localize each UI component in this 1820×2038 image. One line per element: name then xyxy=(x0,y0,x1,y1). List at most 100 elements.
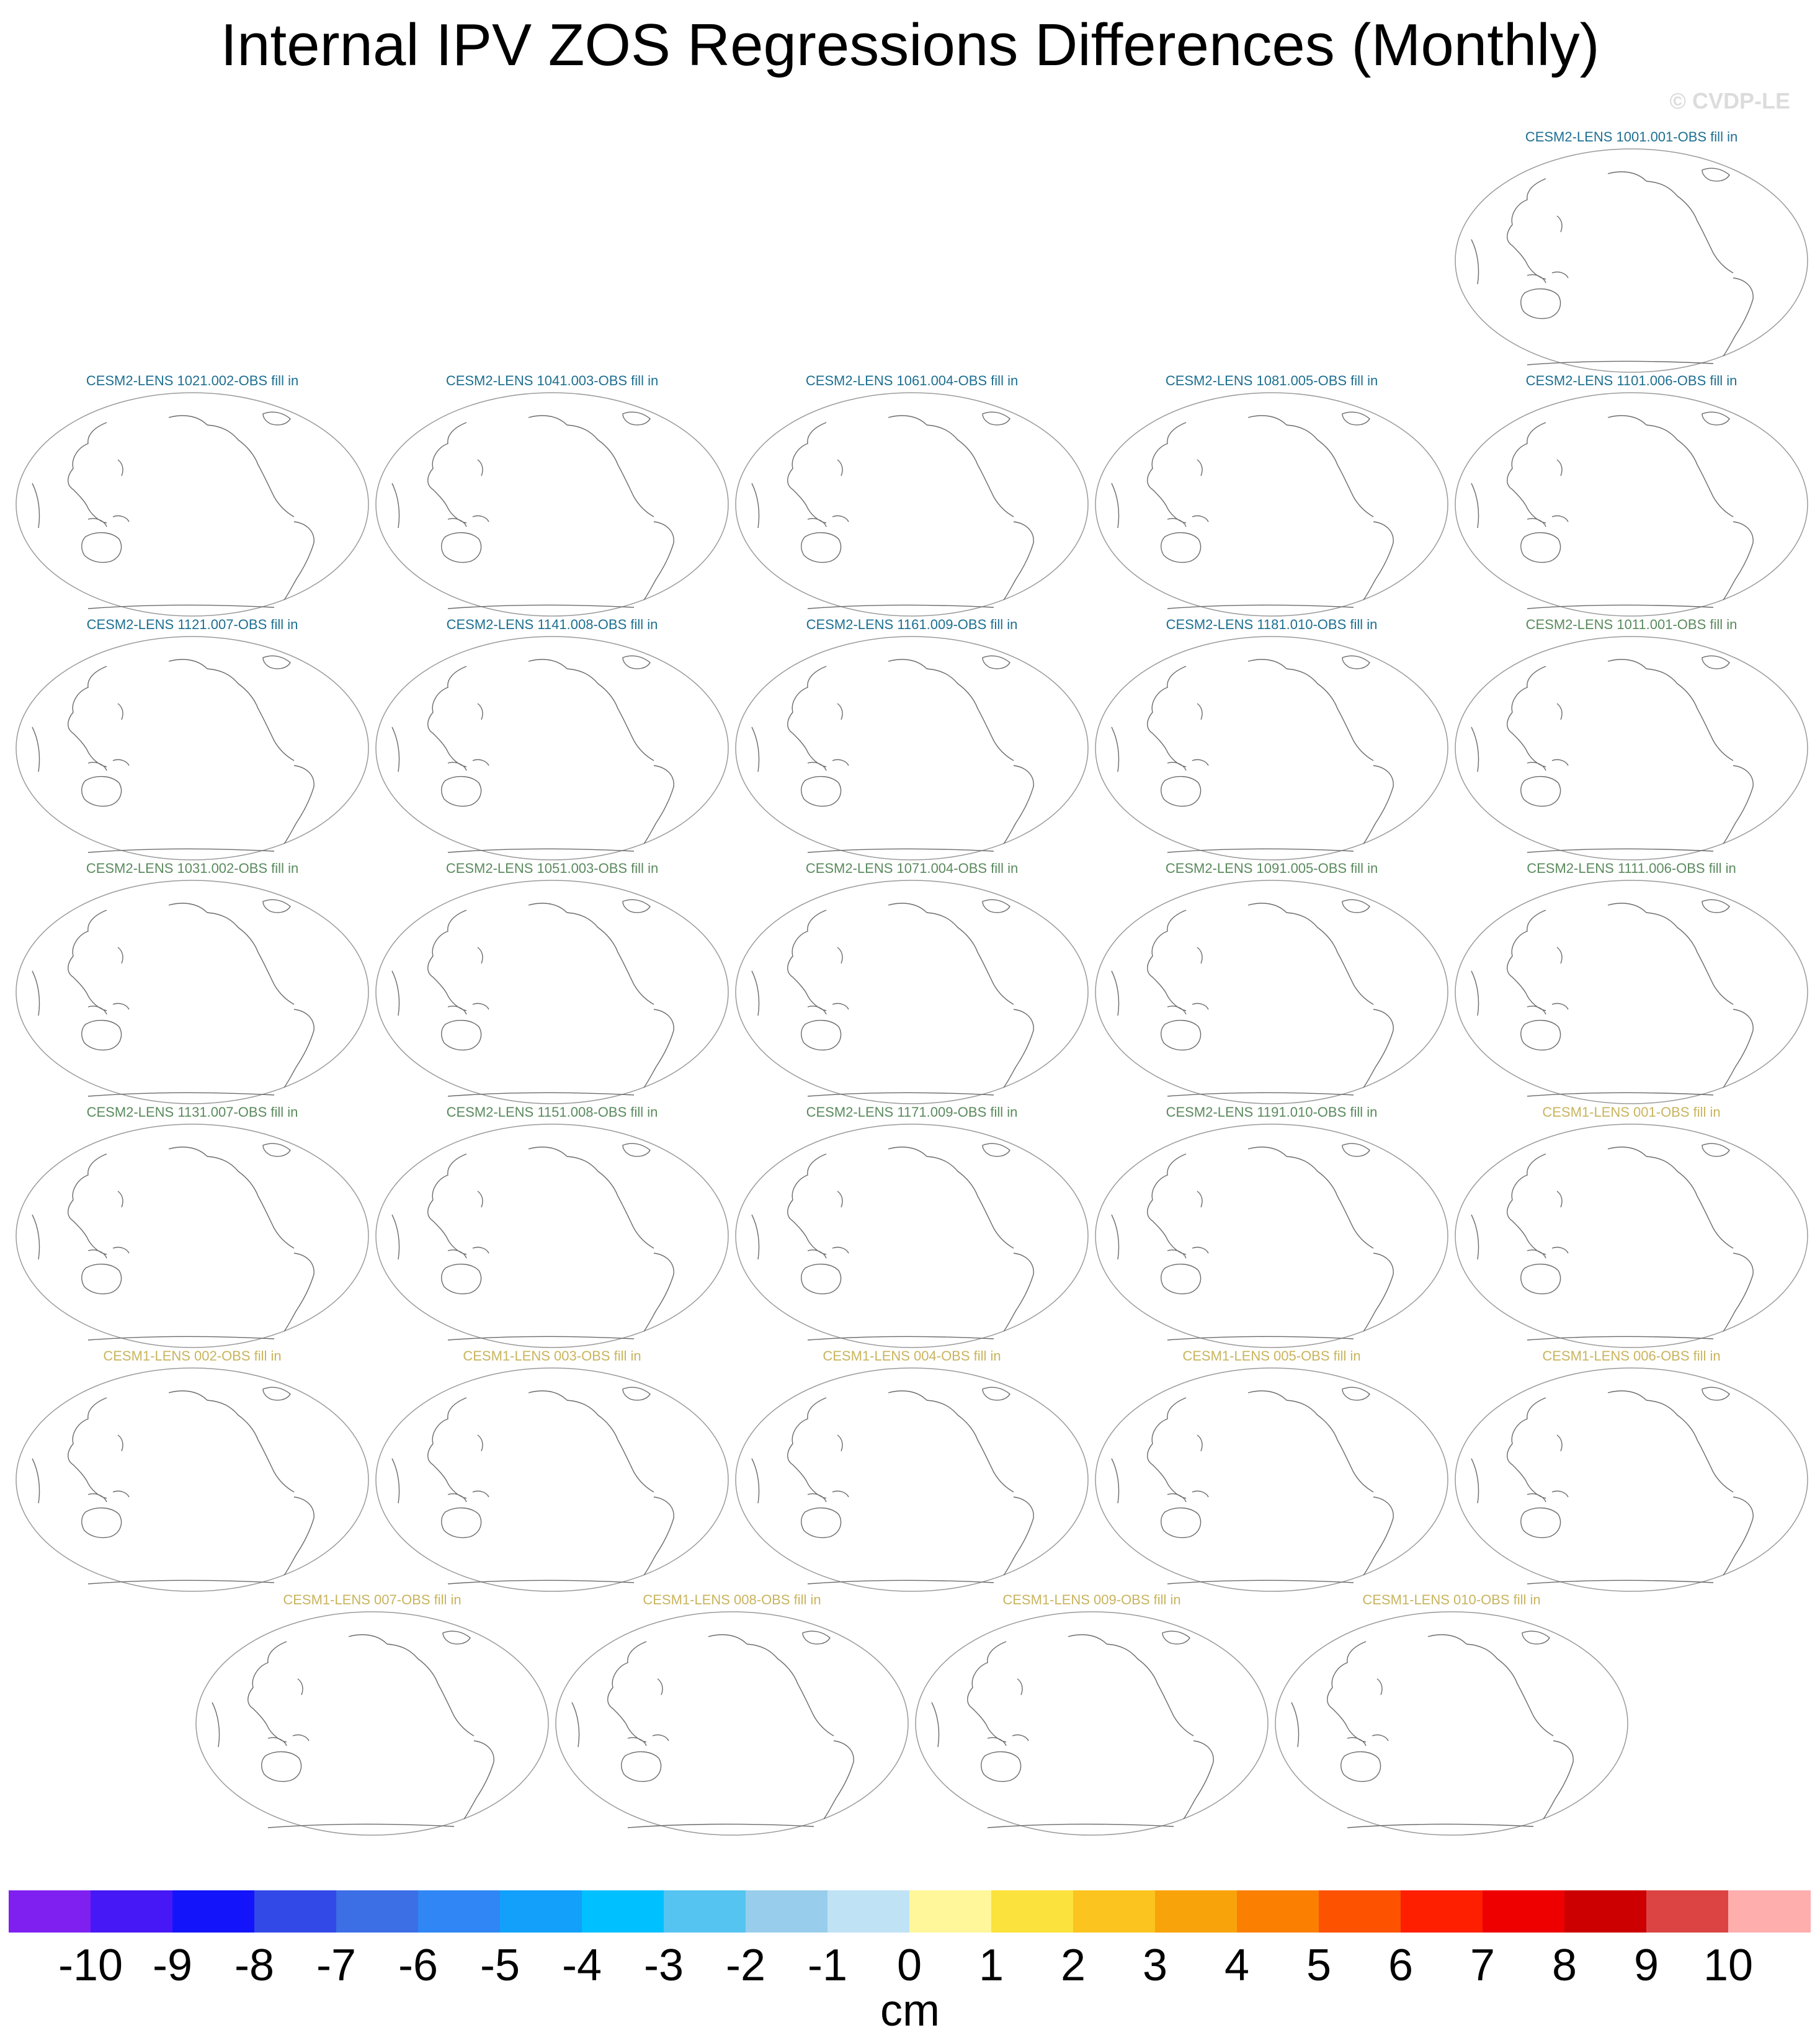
panel-title: CESM2-LENS 1021.002-OBS fill in xyxy=(86,373,299,388)
coastline xyxy=(1342,411,1370,426)
coastline xyxy=(1551,1490,1569,1498)
coastline xyxy=(1543,1740,1574,1820)
coastline xyxy=(1327,1641,1367,1743)
coastline xyxy=(261,1751,302,1782)
coastline xyxy=(391,726,400,772)
panel-title: CESM2-LENS 1131.007-OBS fill in xyxy=(86,1104,298,1120)
panel-title: CESM2-LENS 1081.005-OBS fill in xyxy=(1165,373,1378,388)
map-panel: CESM2-LENS 1101.006-OBS fill in xyxy=(1453,373,1810,619)
coastline xyxy=(262,899,291,913)
coastline xyxy=(87,1580,275,1584)
world-map xyxy=(16,880,369,1104)
coastline xyxy=(807,762,827,771)
coastline xyxy=(262,1387,291,1401)
colorbar-tick-label: 1 xyxy=(978,1941,1004,1990)
map-panel: CESM2-LENS 1001.001-OBS fill in xyxy=(1453,129,1810,375)
colorbar-tick-label: -4 xyxy=(561,1941,602,1990)
coastline xyxy=(292,1734,310,1741)
coastline xyxy=(81,1508,122,1539)
coastline xyxy=(837,703,843,720)
coastline xyxy=(1646,1400,1734,1493)
colorbar-tick-label: 0 xyxy=(896,1941,922,1990)
map-outline xyxy=(735,880,1089,1104)
coastline xyxy=(982,411,1010,426)
map-outline xyxy=(1095,880,1448,1104)
coastline xyxy=(832,1490,849,1498)
coastline xyxy=(1646,912,1734,1005)
coastline xyxy=(566,1156,654,1249)
coastline xyxy=(1342,1387,1370,1401)
coastline xyxy=(967,1641,1007,1743)
coastline xyxy=(87,1092,275,1097)
colorbar-swatch xyxy=(746,1890,828,1933)
coastline xyxy=(1702,168,1730,182)
coastline xyxy=(447,604,635,609)
coastline xyxy=(1527,1006,1546,1015)
coastline xyxy=(807,604,994,609)
colorbar-swatch xyxy=(827,1890,910,1933)
coastline xyxy=(1471,239,1479,285)
map-panel: CESM2-LENS 1071.004-OBS fill in xyxy=(733,860,1091,1106)
coastline xyxy=(87,1336,275,1341)
map-panel: CESM2-LENS 1171.009-OBS fill in xyxy=(733,1104,1091,1350)
map-outline xyxy=(375,392,729,617)
coastline xyxy=(1551,515,1569,522)
coastline xyxy=(1247,1146,1287,1157)
coastline xyxy=(1607,1390,1647,1401)
coastline xyxy=(627,1823,814,1828)
coastline xyxy=(787,422,827,524)
coastline xyxy=(1363,765,1394,844)
coastline xyxy=(1527,604,1714,609)
coastline xyxy=(1372,1734,1389,1741)
colorbar-tick-label: -2 xyxy=(725,1941,766,1990)
coastline xyxy=(1167,1006,1187,1015)
coastline xyxy=(982,1387,1010,1401)
coastline xyxy=(787,910,827,1011)
coastline xyxy=(81,1020,122,1051)
coastline xyxy=(1527,360,1714,365)
coastline xyxy=(168,903,208,913)
coastline xyxy=(801,1020,842,1051)
world-map xyxy=(375,392,729,617)
coastline xyxy=(472,1246,489,1254)
colorbar-swatch xyxy=(1728,1890,1811,1933)
coastline xyxy=(1291,1702,1300,1748)
coastline xyxy=(708,1634,747,1645)
coastline xyxy=(441,1264,482,1295)
world-map xyxy=(1455,636,1808,860)
colorbar-tick-label: 5 xyxy=(1306,1941,1332,1990)
coastline xyxy=(1111,726,1120,772)
map-outline xyxy=(1095,1367,1448,1592)
coastline xyxy=(68,910,107,1011)
panel-title: CESM2-LENS 1031.002-OBS fill in xyxy=(86,860,299,876)
coastline xyxy=(1527,1580,1714,1584)
coastline xyxy=(1527,518,1546,527)
coastline xyxy=(787,1153,827,1255)
panel-title: CESM2-LENS 1071.004-OBS fill in xyxy=(805,860,1019,876)
coastline xyxy=(1527,762,1546,771)
colorbar-swatch xyxy=(991,1890,1074,1933)
world-map xyxy=(1095,636,1448,860)
panel-title: CESM2-LENS 1151.008-OBS fill in xyxy=(446,1104,658,1120)
coastline xyxy=(621,1751,662,1782)
coastline xyxy=(751,970,760,1016)
panel-title: CESM2-LENS 1061.004-OBS fill in xyxy=(805,373,1019,388)
panel-title: CESM2-LENS 1111.006-OBS fill in xyxy=(1527,860,1736,876)
coastline xyxy=(87,1249,107,1259)
coastline xyxy=(1363,1009,1394,1088)
world-map xyxy=(1455,1367,1808,1592)
colorbar-tick-label: -6 xyxy=(398,1941,439,1990)
coastline xyxy=(1286,1400,1374,1493)
world-map xyxy=(1095,1367,1448,1592)
coastline xyxy=(1342,899,1370,913)
panel-title: CESM1-LENS 008-OBS fill in xyxy=(643,1592,821,1607)
coastline xyxy=(168,1146,208,1157)
map-panel: CESM1-LENS 007-OBS fill in xyxy=(194,1592,551,1838)
coastline xyxy=(607,1641,647,1743)
coastline xyxy=(441,776,482,807)
coastline xyxy=(1723,1009,1754,1088)
world-map xyxy=(16,1124,369,1348)
coastline xyxy=(1197,947,1203,964)
world-map xyxy=(735,1367,1089,1592)
map-outline xyxy=(16,1367,369,1592)
